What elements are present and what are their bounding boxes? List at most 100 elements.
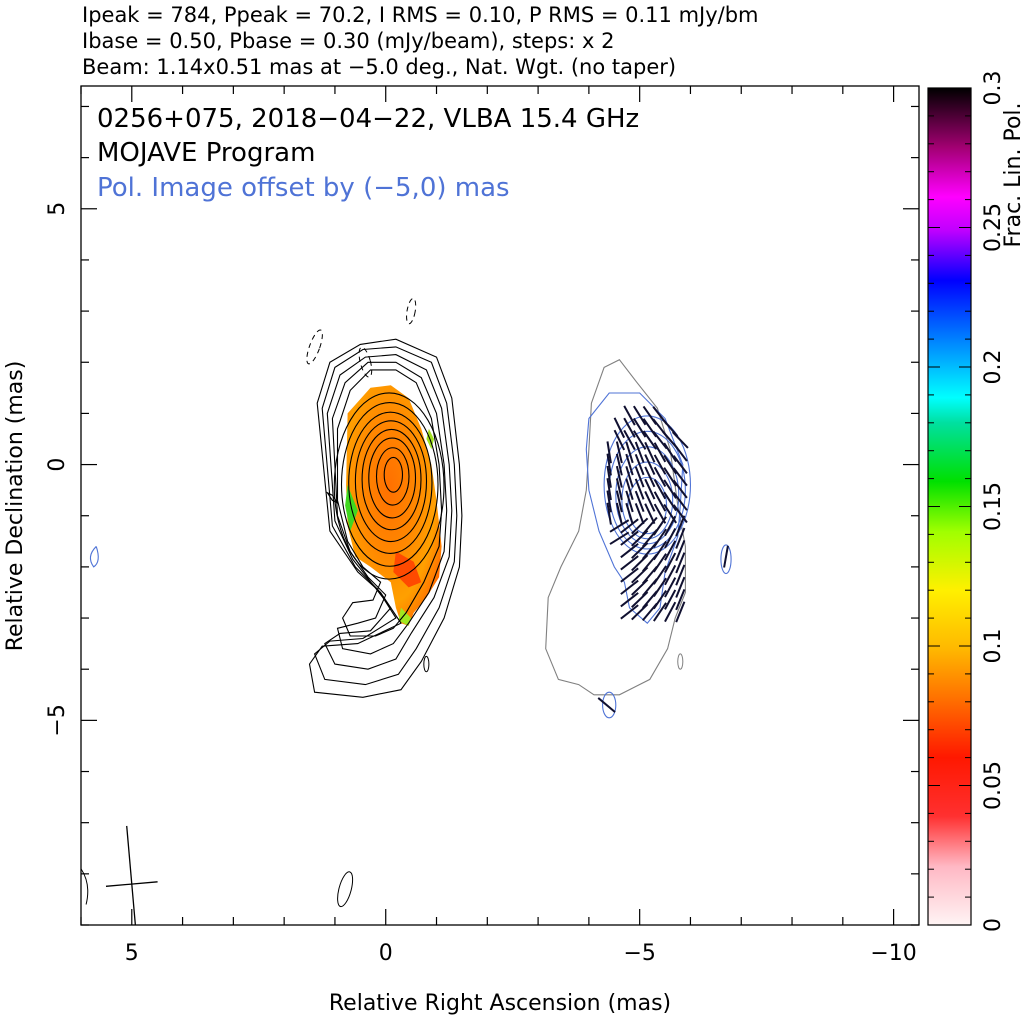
evpa-vector (606, 478, 612, 501)
evpa-vector (634, 503, 645, 525)
evpa-vector (625, 453, 634, 476)
fpol-edge-patch (393, 551, 422, 588)
x-tick-label: −10 (870, 941, 916, 966)
evpa-vector (664, 528, 677, 549)
pol-contour (602, 691, 617, 719)
header-line-3: Beam: 1.14x0.51 mas at −5.0 deg., Nat. W… (82, 55, 677, 79)
pol-contour (720, 544, 732, 575)
evpa-vector (675, 576, 686, 598)
negative-contour (406, 297, 417, 325)
evpa-vector (675, 515, 686, 537)
header-line-1: Ipeak = 784, Ppeak = 70.2, I RMS = 0.10,… (82, 3, 759, 27)
evpa-vector (642, 430, 657, 450)
stokes-i-contour (308, 338, 463, 698)
evpa-vector (625, 441, 634, 464)
evpa-vector (641, 516, 658, 536)
evpa-vector (597, 697, 616, 713)
negative-contour (358, 346, 373, 378)
colorbar-tick-labels: 0 0.05 0.1 0.15 0.2 0.25 0.3 (981, 71, 1006, 933)
evpa-vector (644, 503, 656, 525)
evpa-vector (672, 455, 688, 474)
evpa-vector (615, 441, 623, 464)
stokes-i-contour (375, 447, 410, 506)
colorbar-tick-label: 0.25 (981, 203, 1006, 252)
evpa-vector (653, 602, 667, 622)
stokes-i-contour (331, 361, 448, 655)
evpa-vector (663, 454, 677, 475)
evpa-vector (623, 417, 636, 438)
evpa-vector (620, 518, 639, 534)
evpa-vector (631, 529, 649, 547)
evpa-vector (631, 578, 649, 596)
y-tick-label: 0 (45, 458, 70, 472)
pol-contour (677, 653, 684, 670)
evpa-vector (615, 453, 623, 476)
evpa-vectors (597, 405, 729, 713)
colorbar-tick-label: 0.3 (981, 71, 1006, 106)
evpa-vector (641, 578, 658, 597)
evpa-vector (632, 430, 647, 450)
evpa-vector (606, 465, 612, 488)
evpa-vector (675, 564, 686, 586)
evpa-vector (632, 405, 647, 426)
evpa-vector (644, 441, 656, 463)
evpa-vector (675, 539, 686, 562)
fpol-edge-patch (398, 607, 412, 626)
evpa-vector (609, 519, 630, 533)
evpa-vector (675, 601, 686, 623)
colorbar-tick-label: 0.1 (981, 629, 1006, 664)
colorbar-label: Frac. Lin. Pol. (1001, 102, 1026, 247)
evpa-vector (625, 466, 634, 488)
evpa-vector (644, 478, 656, 500)
stokes-i-contour (325, 491, 340, 505)
x-tick-label: 5 (125, 941, 139, 966)
evpa-vector (672, 492, 688, 511)
evpa-vector (634, 478, 645, 500)
header-line-2: Ibase = 0.50, Pbase = 0.30 (mJy/beam), s… (82, 29, 615, 53)
colorbar-ticks (928, 87, 971, 926)
evpa-vector (671, 431, 689, 449)
evpa-vector (625, 478, 634, 500)
evpa-vector (615, 478, 623, 501)
evpa-vector (675, 552, 686, 574)
stokes-i-contour (333, 392, 445, 580)
evpa-vector (615, 465, 623, 488)
evpa-vector (625, 502, 634, 525)
plot-frame (80, 85, 920, 926)
evpa-vector (631, 554, 649, 572)
evpa-vector (620, 579, 639, 595)
evpa-vector (653, 442, 667, 463)
colorbar-tick-label: 0.05 (981, 761, 1006, 810)
evpa-vector (625, 490, 634, 513)
evpa-vector (663, 467, 677, 487)
stokes-i-contour (383, 456, 404, 493)
evpa-vector (615, 490, 623, 513)
chart-title: 0256+075, 2018−04−22, VLBA 15.4 GHz (97, 104, 639, 134)
evpa-vector (653, 491, 667, 512)
evpa-vector (664, 564, 677, 586)
evpa-vector (613, 429, 626, 451)
stokes-i-contour (354, 420, 428, 543)
stokes-i-contour (361, 428, 422, 531)
evpa-vector (664, 540, 677, 561)
y-tick-label: 5 (45, 202, 70, 216)
evpa-vector (631, 566, 649, 584)
evpa-vector (634, 441, 645, 463)
evpa-vector (641, 602, 658, 621)
evpa-vector (675, 527, 686, 549)
evpa-vector (664, 601, 677, 623)
evpa-vector (641, 566, 658, 585)
stokes-i-contour (313, 346, 458, 686)
x-tick-label: −5 (623, 941, 655, 966)
evpa-vector (634, 466, 645, 488)
evpa-vector (664, 552, 677, 573)
beam-minor-axis (105, 881, 158, 887)
evpa-vector (641, 590, 658, 609)
evpa-vector (620, 604, 639, 620)
evpa-vector (675, 589, 686, 611)
stokes-i-contour (423, 655, 430, 673)
colorbar-tick-label: 0.15 (981, 482, 1006, 531)
beam-marker (105, 825, 158, 925)
evpa-vector (672, 442, 688, 462)
